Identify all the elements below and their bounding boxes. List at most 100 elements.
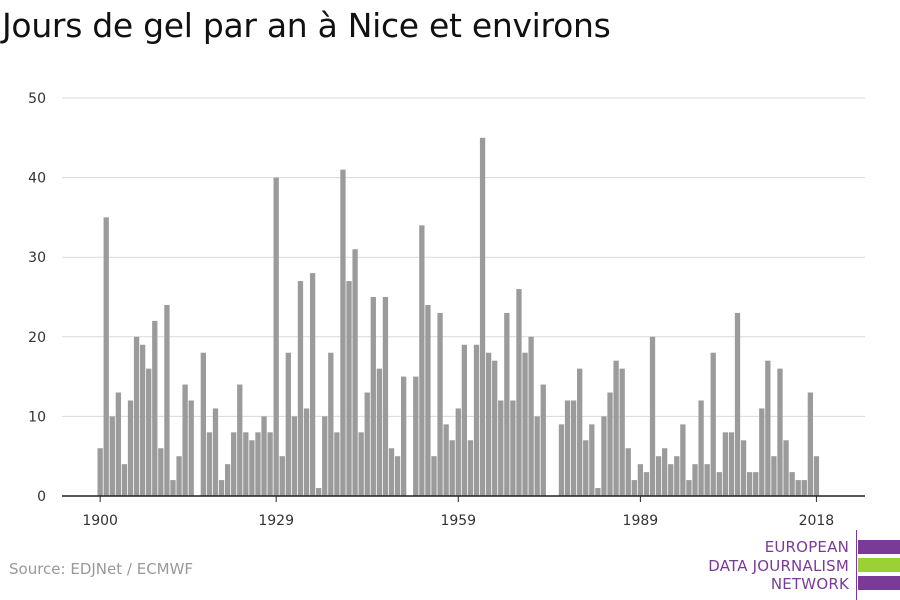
x-tick-label: 2018	[799, 513, 835, 529]
source-note: Source: EDJNet / ECMWF	[9, 560, 194, 578]
logo-line-data-journalism: DATA JOURNALISM	[708, 557, 849, 575]
bar-1919	[212, 408, 219, 496]
bar-1938	[328, 352, 334, 496]
edjnet-logo: EUROPEAN DATA JOURNALISM NETWORK	[700, 530, 900, 600]
bar-1924	[243, 432, 249, 496]
logo-divider	[856, 530, 857, 600]
bar-1942	[352, 249, 358, 496]
bar-1910	[158, 448, 164, 496]
bar-1956	[437, 312, 443, 496]
bar-1939	[334, 432, 340, 496]
logo-bar-green	[858, 558, 900, 572]
bar-1907	[139, 344, 146, 496]
bar-1940	[340, 169, 346, 496]
bar-1929	[273, 177, 279, 496]
x-tick-label: 1900	[82, 513, 118, 529]
bar-1922	[231, 432, 237, 496]
bar-2000	[704, 464, 710, 496]
bar-1937	[322, 416, 328, 496]
bar-1945	[370, 297, 376, 496]
bar-1988	[631, 480, 637, 496]
bar-1900	[97, 448, 103, 496]
bar-1976	[558, 424, 565, 496]
bar-1979	[577, 368, 583, 496]
bar-2004	[728, 432, 735, 496]
bar-1989	[637, 464, 644, 496]
bar-1966	[498, 400, 504, 496]
bar-1926	[255, 432, 261, 496]
bar-2001	[710, 352, 716, 496]
bar-1997	[686, 480, 692, 496]
y-tick-label: 10	[28, 409, 46, 425]
bar-1923	[237, 384, 243, 496]
bars	[97, 137, 820, 497]
bar-1920	[218, 480, 225, 496]
bar-1927	[261, 416, 267, 496]
bar-1953	[419, 225, 425, 497]
bar-1917	[200, 352, 206, 496]
bar-1903	[115, 392, 122, 496]
bar-1955	[431, 456, 437, 496]
bar-1935	[309, 273, 316, 496]
bar-1949	[394, 456, 401, 496]
bar-2013	[783, 440, 789, 496]
bar-1904	[121, 464, 128, 496]
bar-1999	[698, 400, 704, 496]
bar-1908	[146, 368, 152, 496]
bar-1933	[297, 281, 304, 496]
bar-1968	[510, 400, 516, 496]
bar-2007	[746, 472, 753, 496]
y-tick-label: 40	[28, 171, 46, 187]
bar-1972	[534, 416, 540, 496]
bar-1998	[692, 464, 698, 496]
bar-1973	[540, 384, 546, 496]
bar-1970	[522, 352, 528, 496]
bar-1957	[443, 424, 449, 496]
bar-1987	[625, 448, 631, 496]
bar-1980	[583, 440, 589, 496]
bar-1986	[619, 368, 625, 496]
bar-1941	[346, 281, 352, 496]
bar-2005	[734, 312, 741, 496]
y-axis-ticks: 0 10 20 30 40 50	[28, 91, 46, 505]
bar-1902	[109, 416, 115, 496]
bar-2010	[765, 360, 771, 496]
chart-title: Jours de gel par an à Nice et environs	[2, 6, 611, 45]
bar-1991	[649, 336, 656, 496]
bar-2006	[740, 440, 747, 496]
bar-1950	[401, 376, 407, 496]
bar-1959	[455, 408, 461, 496]
bar-1911	[164, 304, 170, 496]
gridlines	[62, 97, 865, 417]
bar-1946	[376, 368, 383, 496]
bar-2018	[813, 456, 820, 496]
bar-1965	[492, 360, 498, 496]
bar-1909	[152, 320, 158, 496]
bar-1906	[133, 336, 140, 496]
bar-1982	[595, 488, 601, 496]
bar-1981	[589, 424, 595, 496]
bar-2015	[795, 480, 801, 496]
logo-line-european: EUROPEAN	[764, 538, 849, 556]
bar-2008	[753, 472, 759, 496]
bar-1984	[607, 392, 613, 496]
bar-1960	[461, 344, 467, 496]
bar-1934	[303, 408, 310, 496]
bar-1948	[388, 448, 395, 496]
bar-1944	[364, 392, 370, 496]
bar-1921	[224, 464, 231, 496]
bar-1983	[601, 416, 607, 496]
bar-1954	[425, 304, 431, 496]
bar-2012	[777, 368, 783, 496]
bar-1928	[267, 432, 273, 496]
bar-1914	[182, 384, 188, 496]
bar-2014	[789, 472, 795, 496]
logo-bar-purple-bottom	[858, 576, 900, 590]
bar-1952	[413, 376, 419, 496]
bar-1995	[674, 456, 680, 496]
bar-1961	[467, 440, 474, 496]
bar-1947	[382, 297, 389, 496]
bar-1930	[279, 456, 285, 496]
bar-1985	[613, 360, 619, 496]
bar-1967	[504, 312, 510, 496]
